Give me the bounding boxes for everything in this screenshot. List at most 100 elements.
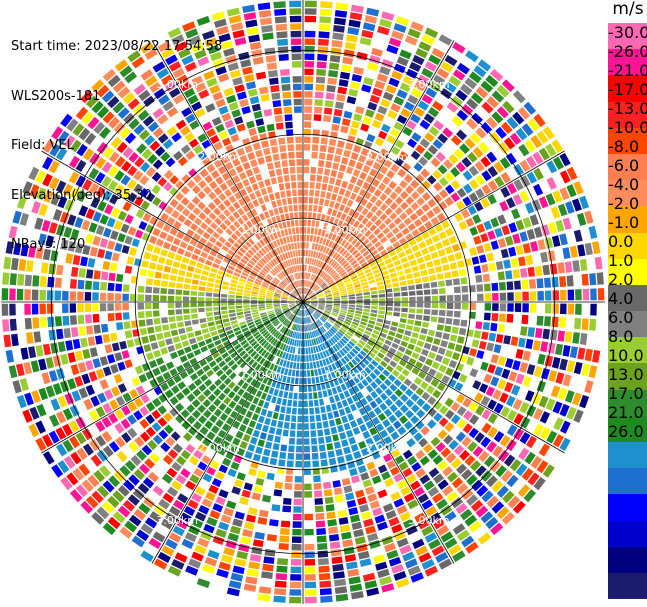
- velocity-bin: [456, 62, 470, 75]
- velocity-bin: [308, 250, 311, 257]
- velocity-bin: [228, 298, 235, 302]
- velocity-bin: [584, 242, 593, 256]
- velocity-bin: [243, 583, 257, 592]
- velocity-bin: [338, 79, 349, 87]
- velocity-bin: [370, 290, 378, 295]
- velocity-bin: [356, 232, 363, 240]
- velocity-bin: [268, 193, 275, 201]
- colorbar-tick-label: 1.0: [608, 251, 634, 270]
- velocity-bin: [121, 188, 131, 199]
- velocity-bin: [289, 304, 296, 308]
- velocity-bin: [258, 299, 265, 302]
- velocity-bin: [142, 115, 155, 127]
- velocity-bin: [236, 447, 246, 457]
- velocity-bin: [417, 224, 427, 233]
- velocity-bin: [331, 313, 338, 317]
- velocity-bin: [298, 385, 303, 392]
- velocity-bin: [351, 358, 358, 366]
- velocity-bin: [238, 226, 246, 234]
- velocity-bin: [70, 228, 80, 240]
- velocity-bin: [151, 184, 161, 195]
- velocity-bin: [511, 384, 521, 396]
- velocity-bin: [296, 288, 300, 295]
- velocity-bin: [135, 208, 145, 219]
- velocity-bin: [323, 222, 328, 230]
- velocity-bin: [309, 306, 316, 311]
- velocity-bin: [286, 460, 294, 468]
- velocity-bin: [66, 118, 79, 132]
- velocity-bin: [287, 321, 292, 328]
- velocity-bin: [536, 460, 549, 474]
- velocity-bin: [339, 312, 347, 316]
- velocity-bin: [281, 303, 288, 306]
- velocity-bin: [400, 312, 408, 318]
- velocity-bin: [133, 508, 146, 521]
- colorbar-segment: [608, 101, 647, 128]
- velocity-bin: [360, 226, 368, 234]
- velocity-bin: [184, 250, 192, 258]
- velocity-bin: [298, 325, 301, 332]
- velocity-bin: [312, 212, 317, 220]
- velocity-bin: [298, 340, 301, 347]
- velocity-bin: [175, 296, 182, 302]
- velocity-bin: [321, 367, 326, 375]
- velocity-bin: [163, 412, 173, 422]
- velocity-bin: [77, 279, 85, 290]
- velocity-bin: [282, 307, 289, 311]
- velocity-bin: [445, 367, 454, 377]
- velocity-bin: [298, 302, 303, 308]
- velocity-bin: [435, 151, 446, 162]
- velocity-bin: [498, 313, 506, 322]
- velocity-bin: [289, 330, 294, 338]
- velocity-bin: [351, 74, 362, 83]
- velocity-bin: [162, 492, 174, 504]
- velocity-bin: [123, 112, 135, 125]
- velocity-bin: [332, 308, 340, 312]
- velocity-bin: [380, 392, 388, 401]
- velocity-bin: [156, 332, 164, 340]
- velocity-bin: [188, 138, 199, 149]
- velocity-bin: [399, 511, 412, 522]
- velocity-bin: [234, 191, 242, 200]
- velocity-bin: [175, 474, 187, 485]
- velocity-bin: [108, 151, 120, 163]
- velocity-bin: [446, 101, 459, 113]
- velocity-bin: [383, 159, 393, 168]
- velocity-bin: [186, 352, 195, 360]
- velocity-bin: [38, 233, 47, 246]
- velocity-bin: [375, 172, 385, 181]
- velocity-bin: [356, 364, 363, 372]
- velocity-bin: [163, 182, 173, 192]
- velocity-bin: [266, 226, 272, 234]
- velocity-bin: [212, 503, 224, 513]
- velocity-bin: [242, 137, 251, 146]
- velocity-bin: [361, 29, 374, 39]
- velocity-bin: [155, 357, 165, 366]
- velocity-bin: [264, 265, 271, 272]
- velocity-bin: [139, 268, 148, 277]
- velocity-bin: [258, 249, 265, 257]
- velocity-bin: [265, 155, 273, 163]
- velocity-bin: [418, 437, 428, 448]
- velocity-bin: [92, 313, 100, 323]
- velocity-bin: [358, 275, 366, 280]
- velocity-bin: [514, 303, 522, 313]
- velocity-bin: [310, 273, 314, 281]
- velocity-bin: [218, 402, 227, 411]
- velocity-bin: [273, 595, 286, 603]
- velocity-bin: [311, 258, 315, 265]
- velocity-bin: [335, 2, 349, 11]
- velocity-bin: [111, 252, 120, 262]
- velocity-bin: [193, 348, 202, 356]
- velocity-bin: [337, 282, 344, 287]
- velocity-bin: [467, 441, 478, 453]
- velocity-bin: [327, 412, 334, 420]
- velocity-bin: [448, 439, 459, 451]
- velocity-bin: [308, 316, 312, 323]
- velocity-bin: [144, 48, 158, 60]
- velocity-bin: [505, 235, 514, 246]
- colorbar-tick-label: -2.0: [608, 194, 640, 213]
- velocity-bin: [457, 336, 465, 344]
- velocity-bin: [314, 190, 320, 197]
- velocity-bin: [242, 4, 256, 13]
